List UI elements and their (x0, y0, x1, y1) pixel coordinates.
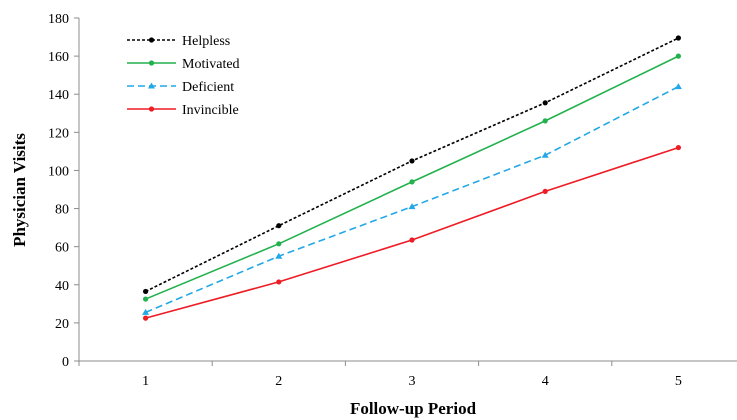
axes: 0 20 40 60 80 100 120 140 160 180 1 2 3 4 5 (48, 12, 737, 389)
series-invincible (143, 144, 682, 321)
legend-label-invincible: Invincible (182, 103, 239, 118)
series-helpless (143, 35, 682, 295)
data-point-motivated (276, 241, 282, 247)
y-tick-label: 80 (55, 203, 69, 218)
legend-marker-motivated (148, 60, 155, 66)
data-point-invincible (276, 279, 282, 285)
data-point-deficient (674, 83, 682, 90)
series-line-helpless (145, 37, 679, 293)
data-point-motivated (143, 296, 149, 302)
series-motivated (143, 53, 682, 302)
data-point-helpless (409, 158, 415, 164)
series-lines (142, 35, 682, 321)
data-point-motivated (675, 53, 682, 59)
data-point-motivated (542, 118, 548, 124)
series-line-invincible (145, 146, 679, 319)
legend-item-motivated: Motivated (127, 57, 240, 72)
y-tick-label: 100 (48, 164, 69, 179)
y-tick-label: 180 (48, 12, 69, 27)
legend-marker-deficient (148, 82, 155, 89)
x-tick-label: 1 (142, 374, 149, 389)
data-point-motivated (409, 179, 415, 185)
data-point-deficient (275, 252, 283, 259)
legend-marker-helpless (148, 37, 155, 43)
legend-label-helpless: Helpless (182, 34, 230, 49)
data-point-helpless (276, 223, 282, 229)
legend-item-invincible: Invincible (127, 103, 239, 118)
series-deficient (142, 83, 682, 315)
data-point-invincible (675, 144, 682, 151)
legend-item-helpless: Helpless (127, 34, 230, 49)
data-point-deficient (408, 203, 416, 210)
data-point-invincible (542, 188, 548, 195)
legend-label-motivated: Motivated (182, 57, 240, 72)
x-tick-label: 4 (542, 374, 549, 389)
y-axis-title: Physician Visits (10, 133, 29, 247)
series-line-deficient (145, 85, 679, 314)
data-point-deficient (541, 151, 549, 158)
y-tick-label: 160 (48, 50, 69, 65)
x-tick-label: 5 (675, 374, 682, 389)
y-tick-label: 140 (48, 88, 69, 103)
y-tick-label: 0 (62, 355, 69, 370)
x-axis-title: Follow-up Period (350, 399, 477, 418)
legend-label-deficient: Deficient (182, 80, 234, 95)
legend-item-deficient: Deficient (127, 80, 234, 95)
y-tick-label: 120 (48, 126, 69, 141)
y-tick-label: 40 (55, 279, 69, 294)
y-tick-label: 60 (55, 241, 69, 256)
data-point-helpless (542, 100, 548, 106)
x-tick-label: 3 (409, 374, 416, 389)
x-tick-label: 2 (275, 374, 282, 389)
legend-marker-invincible (148, 106, 155, 112)
data-point-invincible (143, 315, 149, 321)
y-tick-label: 20 (55, 317, 69, 332)
data-point-helpless (143, 288, 149, 295)
data-point-deficient (142, 308, 150, 315)
data-point-invincible (409, 237, 415, 243)
data-point-helpless (675, 35, 682, 41)
legend: Helpless Motivated Deficient Invincible (127, 34, 240, 118)
